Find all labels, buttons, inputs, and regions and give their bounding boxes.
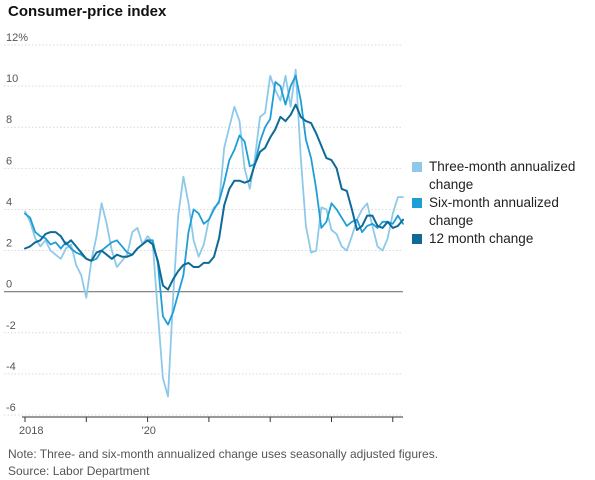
legend-label-six-month: Six-month annualized change	[429, 195, 559, 228]
line-chart: 12% 10 8 6 4 2 0 -2 -4 -6 2018 '20	[4, 32, 404, 437]
chart-title: Consumer-price index	[8, 3, 167, 20]
legend-label-12-month: 12 month change	[429, 231, 534, 246]
y-tick-label: 6	[6, 155, 12, 167]
legend: Three-month annualized change Six-month …	[412, 158, 592, 248]
footnote: Note: Three- and six-month annualized ch…	[8, 446, 438, 480]
legend-swatch-12-month	[412, 234, 422, 244]
legend-item-six-month: Six-month annualized change	[412, 194, 592, 230]
x-tick-label: '20	[142, 425, 156, 437]
y-tick-label: -2	[6, 320, 16, 332]
y-tick-label: 8	[6, 114, 12, 126]
x-axis-ticks: 2018 '20	[19, 416, 403, 437]
x-tick-label: 2018	[19, 425, 43, 437]
series-line-six-month	[24, 74, 404, 326]
legend-swatch-three-month	[412, 162, 422, 172]
series-line-12-month	[24, 103, 404, 291]
y-tick-label: 10	[6, 73, 18, 85]
legend-swatch-six-month	[412, 198, 422, 208]
footnote-note: Note: Three- and six-month annualized ch…	[8, 447, 439, 461]
y-tick-label: 4	[6, 196, 12, 208]
legend-item-12-month: 12 month change	[412, 230, 592, 248]
y-tick-label: 0	[6, 279, 12, 291]
footnote-source: Source: Labor Department	[8, 464, 150, 478]
y-axis-ticks: 12% 10 8 6 4 2 0 -2 -4 -6	[6, 32, 28, 414]
y-tick-label: 12%	[6, 32, 28, 44]
legend-label-three-month: Three-month annualized change	[429, 159, 576, 192]
gridlines	[4, 44, 403, 416]
series-lines	[24, 68, 404, 398]
series-line-three-month	[24, 68, 404, 398]
y-tick-label: -4	[6, 361, 16, 373]
y-tick-label: -6	[6, 402, 16, 414]
legend-item-three-month: Three-month annualized change	[412, 158, 592, 194]
y-tick-label: 2	[6, 238, 12, 250]
